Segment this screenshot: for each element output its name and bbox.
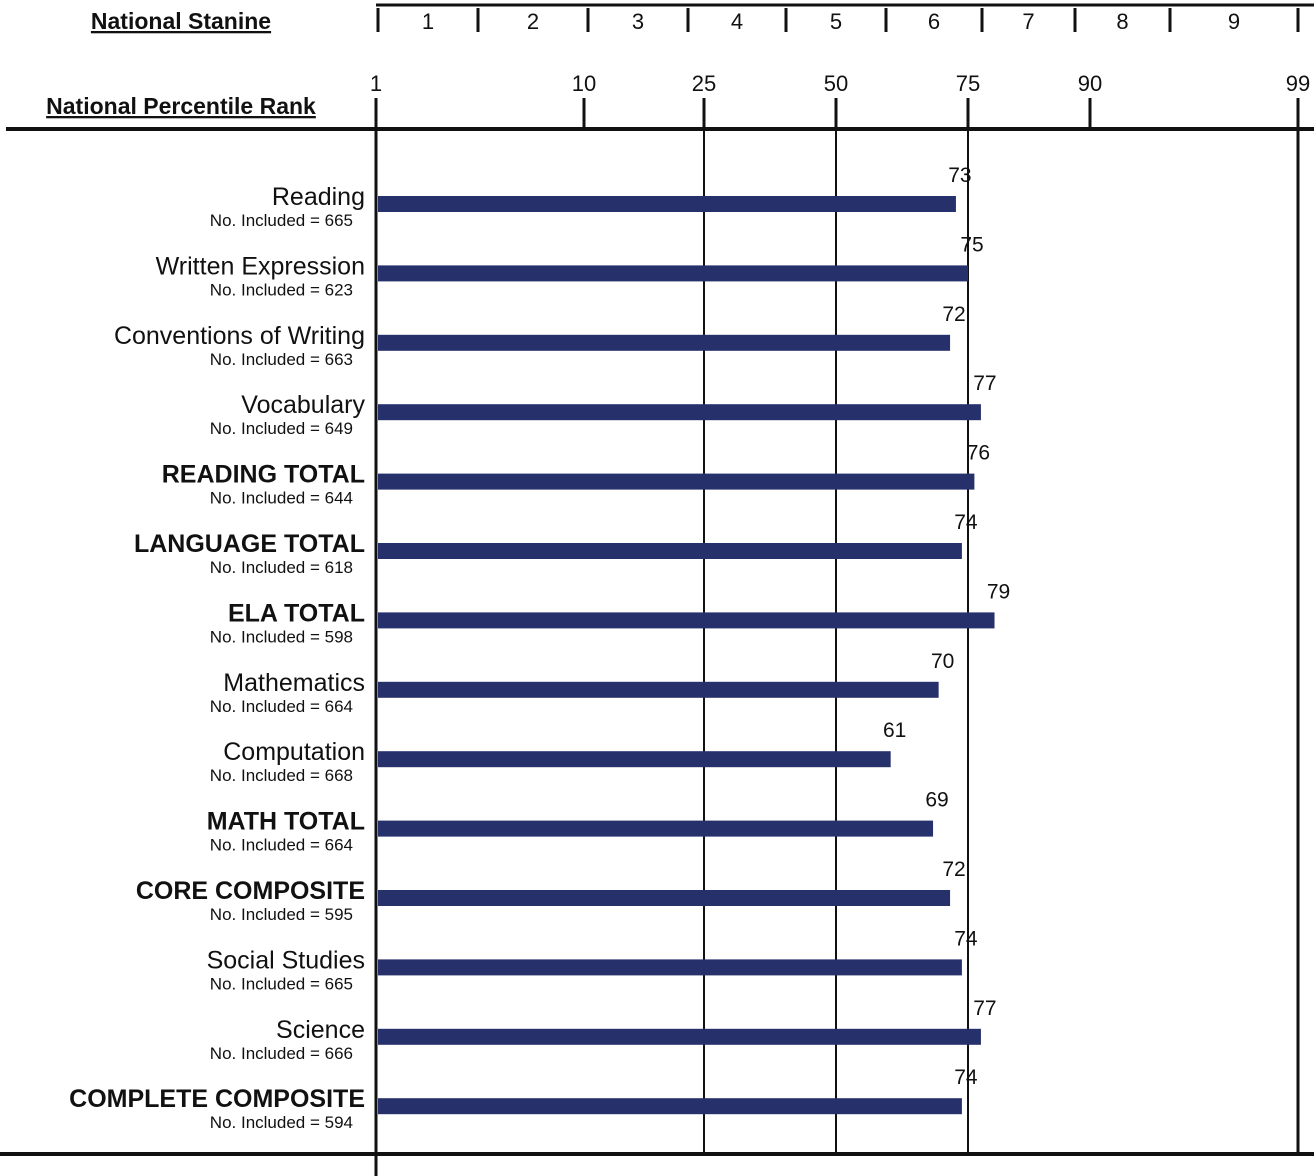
stanine-label: 1 <box>422 9 434 34</box>
percentile-bar <box>378 473 975 490</box>
included-count: No. Included = 618 <box>210 558 353 577</box>
stanine-label: 3 <box>632 9 644 34</box>
included-count: No. Included = 664 <box>210 697 353 716</box>
percentile-bar <box>378 612 995 629</box>
percentile-tick-label: 50 <box>824 71 848 96</box>
category-label: COMPLETE COMPOSITE <box>69 1085 365 1113</box>
stanine-label: 9 <box>1228 9 1240 34</box>
stanine-label: 7 <box>1022 9 1034 34</box>
bar-value-label: 77 <box>973 372 996 395</box>
percentile-bar <box>378 959 962 976</box>
percentile-bar <box>378 1098 962 1115</box>
stanine-labels: 1 2 3 4 5 6 7 8 9 <box>422 9 1240 34</box>
percentile-bar <box>378 751 891 768</box>
chart-grid <box>0 3 1314 1176</box>
bar-value-label: 79 <box>987 580 1010 603</box>
category-label: Mathematics <box>223 669 365 697</box>
stanine-label: 5 <box>830 9 842 34</box>
category-label: LANGUAGE TOTAL <box>134 530 365 558</box>
percentile-tick-label: 99 <box>1286 71 1310 96</box>
bar-value-label: 61 <box>883 719 906 742</box>
category-label: Vocabulary <box>241 391 365 419</box>
included-count: No. Included = 644 <box>210 489 353 508</box>
bar-value-label: 74 <box>954 511 978 534</box>
bar-value-label: 75 <box>960 233 983 256</box>
category-label: Conventions of Writing <box>114 322 365 350</box>
category-label: READING TOTAL <box>162 461 365 489</box>
percentile-header: National Percentile Rank <box>46 93 316 119</box>
percentile-bar <box>378 543 962 559</box>
stanine-label: 6 <box>928 9 940 34</box>
bar-value-label: 72 <box>942 303 965 326</box>
bar-value-label: 76 <box>967 442 990 465</box>
category-label: MATH TOTAL <box>207 808 365 836</box>
category-label: Science <box>276 1016 365 1044</box>
included-count: No. Included = 623 <box>210 280 353 299</box>
bar-value-label: 74 <box>954 1066 978 1089</box>
percentile-bar <box>378 681 939 698</box>
percentile-bar <box>378 334 951 351</box>
percentile-bar <box>378 890 951 906</box>
stanine-label: 8 <box>1116 9 1128 34</box>
bar-value-label: 74 <box>954 927 978 950</box>
stanine-header: National Stanine <box>91 8 271 34</box>
percentile-tick-label: 10 <box>572 71 596 96</box>
percentile-bar <box>378 196 956 212</box>
stanine-label: 2 <box>527 9 539 34</box>
category-label: Reading <box>272 183 365 211</box>
category-label: Computation <box>223 738 365 766</box>
percentile-bar <box>378 1028 981 1045</box>
bar-value-label: 73 <box>948 164 971 187</box>
percentile-bar <box>378 404 981 421</box>
included-count: No. Included = 665 <box>210 974 353 993</box>
included-count: No. Included = 595 <box>210 905 353 924</box>
bar-value-label: 69 <box>925 789 948 812</box>
category-label: ELA TOTAL <box>228 599 365 627</box>
included-count: No. Included = 668 <box>210 766 353 785</box>
included-count: No. Included = 649 <box>210 419 353 438</box>
category-label: CORE COMPOSITE <box>136 877 365 905</box>
stanine-label: 4 <box>731 9 743 34</box>
bar-value-label: 77 <box>973 997 996 1020</box>
category-label: Written Expression <box>156 252 365 280</box>
percentile-tick-label: 25 <box>692 71 716 96</box>
category-label: Social Studies <box>207 946 365 974</box>
included-count: No. Included = 663 <box>210 350 353 369</box>
percentile-tick-labels: 1 10 25 50 75 90 99 <box>370 71 1310 96</box>
included-count: No. Included = 664 <box>210 836 353 855</box>
included-count: No. Included = 666 <box>210 1044 353 1063</box>
percentile-bar <box>378 820 934 837</box>
percentile-tick-label: 75 <box>956 71 980 96</box>
included-count: No. Included = 665 <box>210 211 353 230</box>
included-count: No. Included = 598 <box>210 627 353 646</box>
percentile-tick-label: 1 <box>370 71 382 96</box>
percentile-tick-label: 90 <box>1078 71 1102 96</box>
percentile-bar <box>378 265 968 282</box>
included-count: No. Included = 594 <box>210 1113 353 1132</box>
bar-value-label: 70 <box>931 650 954 673</box>
bar-value-label: 72 <box>942 858 965 881</box>
